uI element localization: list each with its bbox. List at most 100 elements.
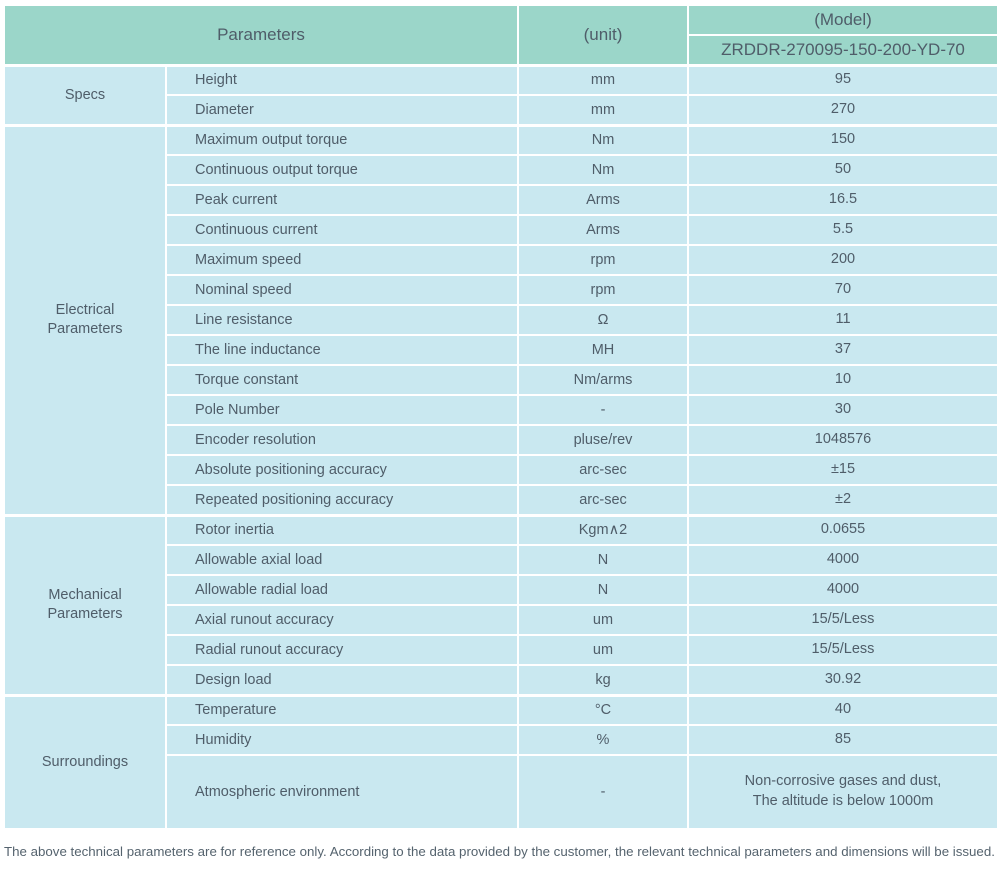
value-cell: 10	[687, 364, 999, 396]
value-cell: 37	[687, 334, 999, 366]
param-cell: Nominal speed	[165, 274, 519, 306]
unit-cell: N	[517, 544, 689, 576]
table-header: Parameters (unit) (Model) ZRDDR-270095-1…	[3, 4, 999, 66]
table-row: Surroundings Temperature °C 40	[3, 693, 999, 830]
param-cell: Torque constant	[165, 364, 519, 396]
footnote: The above technical parameters are for r…	[4, 844, 995, 859]
unit-cell: MH	[517, 334, 689, 366]
table-row: Continuous output torque Nm 50	[4, 154, 999, 186]
unit-cell: mm	[517, 94, 689, 126]
table-row: Allowable radial load N 4000	[4, 574, 999, 606]
header-row-2: ZRDDR-270095-150-200-YD-70	[4, 34, 999, 66]
table-row: Pole Number - 30	[4, 394, 999, 426]
table-row: Allowable axial load N 4000	[4, 544, 999, 576]
unit-cell: %	[517, 724, 689, 756]
param-cell: Height	[165, 63, 519, 96]
param-cell: Maximum output torque	[165, 123, 519, 156]
param-cell: The line inductance	[165, 334, 519, 366]
table-row: Maximum speed rpm 200	[4, 244, 999, 276]
param-cell: Absolute positioning accuracy	[165, 454, 519, 486]
unit-cell: Ω	[517, 304, 689, 336]
param-cell: Allowable radial load	[165, 574, 519, 606]
param-cell: Atmospheric environment	[165, 754, 519, 830]
param-cell: Radial runout accuracy	[165, 634, 519, 666]
table-row: Design load kg 30.92	[4, 664, 999, 696]
value-cell: 4000	[687, 544, 999, 576]
param-cell: Temperature	[165, 693, 519, 726]
unit-cell: N	[517, 574, 689, 606]
table-row: Repeated positioning accuracy arc-sec ±2	[4, 484, 999, 516]
unit-cell: °C	[517, 693, 689, 726]
value-cell: 50	[687, 154, 999, 186]
param-cell: Rotor inertia	[165, 513, 519, 546]
table-row: Line resistance Ω 11	[4, 304, 999, 336]
value-cell: 70	[687, 274, 999, 306]
unit-cell: um	[517, 634, 689, 666]
value-cell: 5.5	[687, 214, 999, 246]
table-row: Humidity % 85	[4, 724, 999, 756]
param-cell: Encoder resolution	[165, 424, 519, 456]
value-cell: ±15	[687, 454, 999, 486]
table-row: The line inductance MH 37	[4, 334, 999, 366]
table-row: Peak current Arms 16.5	[4, 184, 999, 216]
param-cell: Maximum speed	[165, 244, 519, 276]
parameters-header: Parameters	[3, 4, 519, 66]
unit-cell: Nm	[517, 123, 689, 156]
table-row: Axial runout accuracy um 15/5/Less	[4, 604, 999, 636]
value-cell: 30.92	[687, 664, 999, 696]
param-cell: Peak current	[165, 184, 519, 216]
value-cell: 150	[687, 123, 999, 156]
value-cell: 30	[687, 394, 999, 426]
unit-cell: um	[517, 604, 689, 636]
parameters-table: Parameters (unit) (Model) ZRDDR-270095-1…	[3, 4, 999, 830]
value-cell: 85	[687, 724, 999, 756]
model-number: ZRDDR-270095-150-200-YD-70	[687, 34, 999, 66]
value-cell: Non-corrosive gases and dust, The altitu…	[687, 754, 999, 830]
param-cell: Humidity	[165, 724, 519, 756]
section-label-electrical-parameters: Electrical Parameters	[3, 123, 167, 516]
table-row: Absolute positioning accuracy arc-sec ±1…	[4, 454, 999, 486]
value-cell: 95	[687, 63, 999, 96]
header-row-1: Parameters (unit) (Model)	[3, 4, 999, 66]
unit-cell: pluse/rev	[517, 424, 689, 456]
value-cell: 15/5/Less	[687, 604, 999, 636]
param-cell: Line resistance	[165, 304, 519, 336]
value-cell: 16.5	[687, 184, 999, 216]
unit-cell: kg	[517, 664, 689, 696]
value-cell: ±2	[687, 484, 999, 516]
section-label-surroundings: Surroundings	[3, 693, 167, 830]
table-row: Radial runout accuracy um 15/5/Less	[4, 634, 999, 666]
table-row: Encoder resolution pluse/rev 1048576	[4, 424, 999, 456]
table-row: Torque constant Nm/arms 10	[4, 364, 999, 396]
value-cell: 0.0655	[687, 513, 999, 546]
param-cell: Diameter	[165, 94, 519, 126]
value-cell: 15/5/Less	[687, 634, 999, 666]
section-label-mechanical-parameters: Mechanical Parameters	[3, 513, 167, 696]
section-label-specs: Specs	[3, 63, 167, 126]
param-cell: Repeated positioning accuracy	[165, 484, 519, 516]
unit-cell: Kgm∧2	[517, 513, 689, 546]
param-cell: Design load	[165, 664, 519, 696]
param-cell: Continuous current	[165, 214, 519, 246]
unit-cell: rpm	[517, 274, 689, 306]
unit-header: (unit)	[517, 4, 689, 66]
table-row: Continuous current Arms 5.5	[4, 214, 999, 246]
unit-cell: Nm/arms	[517, 364, 689, 396]
model-header: (Model)	[687, 4, 999, 36]
param-cell: Continuous output torque	[165, 154, 519, 186]
unit-cell: Nm	[517, 154, 689, 186]
value-cell: 11	[687, 304, 999, 336]
value-cell: 270	[687, 94, 999, 126]
param-cell: Allowable axial load	[165, 544, 519, 576]
value-cell: 200	[687, 244, 999, 276]
value-cell: 40	[687, 693, 999, 726]
unit-cell: Arms	[517, 214, 689, 246]
unit-cell: arc-sec	[517, 454, 689, 486]
table-row: Mechanical Parameters Rotor inertia Kgm∧…	[3, 513, 999, 696]
table-row: Specs Height mm 95	[3, 63, 999, 126]
unit-cell: arc-sec	[517, 484, 689, 516]
unit-cell: mm	[517, 63, 689, 96]
table-row: Diameter mm 270	[4, 94, 999, 126]
unit-cell: -	[517, 394, 689, 426]
